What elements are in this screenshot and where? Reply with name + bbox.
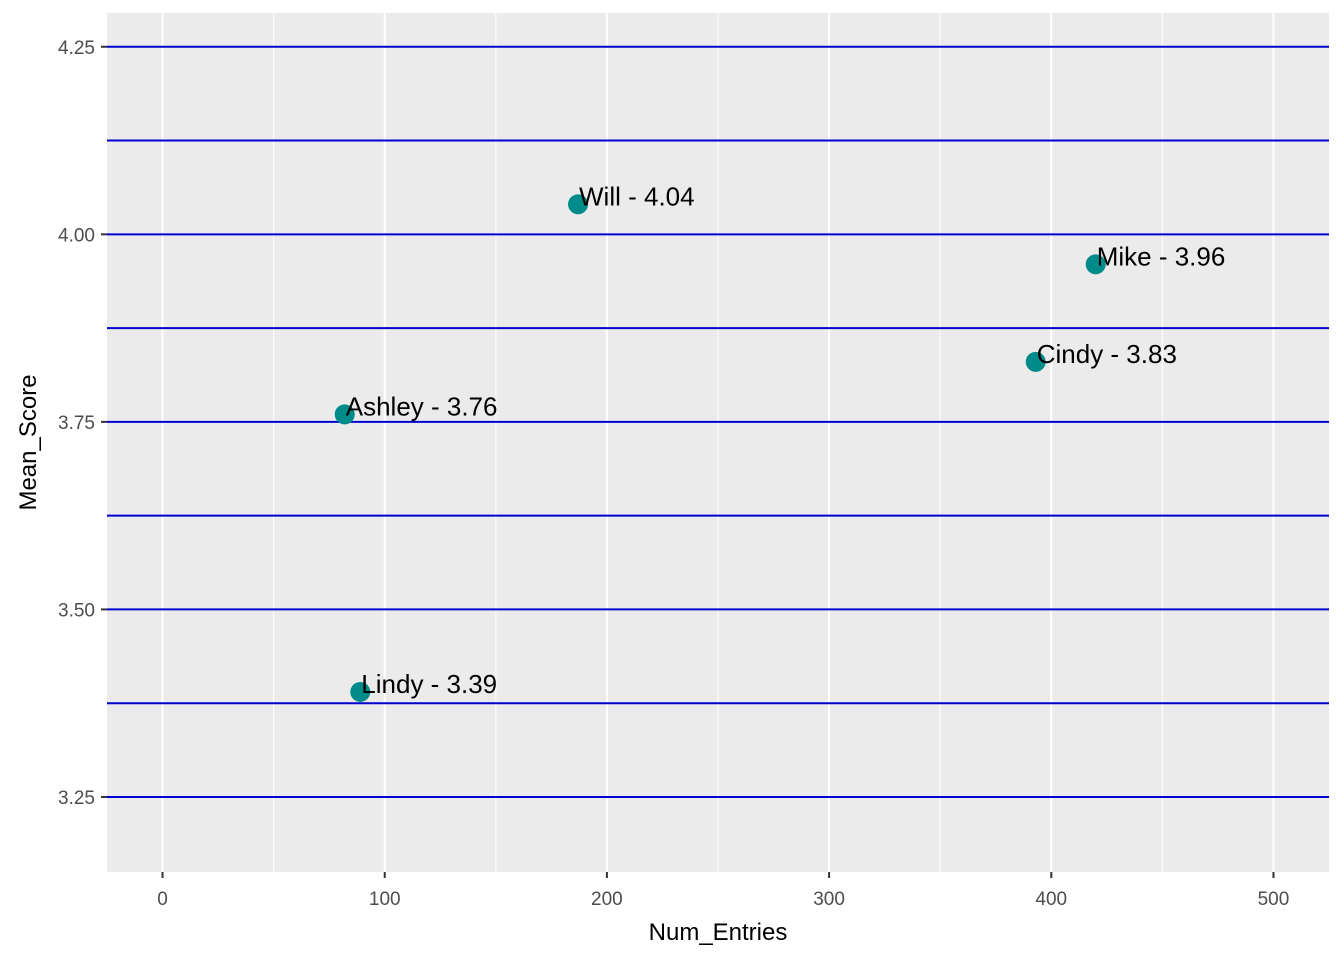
y-tick-label: 3.75 <box>58 413 95 434</box>
reference-lines <box>107 45 1329 798</box>
data-points <box>334 194 1106 702</box>
grid-major-x <box>161 13 1275 872</box>
y-tick-label: 4.00 <box>58 225 95 246</box>
point-label-mike: Mike - 3.96 <box>1097 241 1226 271</box>
x-tick-label: 300 <box>813 889 845 910</box>
y-tick-label: 4.25 <box>58 38 95 59</box>
point-label-will: Will - 4.04 <box>579 181 695 211</box>
data-point-ashley <box>334 404 355 425</box>
data-point-lindy <box>350 681 371 702</box>
data-point-will <box>568 194 589 215</box>
x-tick-label: 0 <box>157 889 168 910</box>
data-point-cindy <box>1025 351 1046 372</box>
x-tick-label: 400 <box>1035 889 1067 910</box>
grid-minor-x <box>273 13 1163 872</box>
point-label-lindy: Lindy - 3.39 <box>361 669 497 699</box>
x-tick-label: 100 <box>369 889 401 910</box>
point-labels: Will - 4.04 Mike - 3.96 Cindy - 3.83 Ashley… <box>346 181 1226 699</box>
point-label-ashley: Ashley - 3.76 <box>346 391 498 421</box>
x-axis-ticks: 0 100 200 300 400 500 <box>157 872 1289 910</box>
data-point-mike <box>1085 254 1106 275</box>
point-label-cindy: Cindy - 3.83 <box>1037 339 1177 369</box>
y-tick-label: 3.50 <box>58 600 95 621</box>
x-tick-label: 200 <box>591 889 623 910</box>
x-axis-title: Num_Entries <box>649 919 788 946</box>
y-axis-title: Mean_Score <box>15 374 42 510</box>
y-axis-ticks: 3.25 3.50 3.75 4.00 4.25 <box>58 38 107 809</box>
y-tick-label: 3.25 <box>58 788 95 809</box>
x-tick-label: 500 <box>1258 889 1290 910</box>
